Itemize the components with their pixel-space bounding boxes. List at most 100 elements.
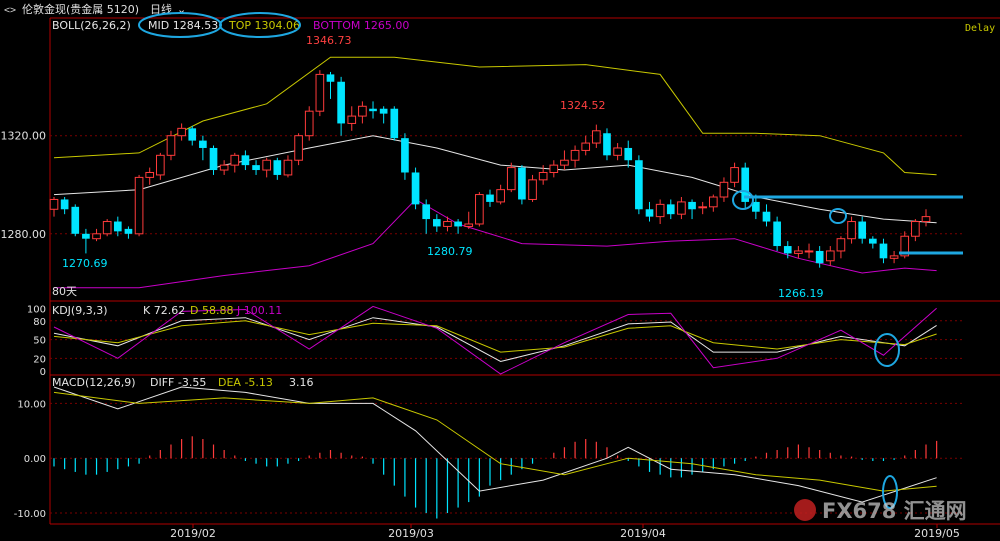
candle-body-down bbox=[645, 209, 654, 217]
candle-body-up bbox=[347, 115, 357, 124]
candle-body-down bbox=[241, 155, 250, 166]
candle-body-down bbox=[603, 133, 611, 156]
period-selector[interactable]: 日线 bbox=[150, 2, 172, 16]
chart-layer: 1280.00 1320.00 0 20 50 80 100 -10.00 0.00 10.00 2… bbox=[1, 17, 1000, 540]
candle-body-up bbox=[698, 206, 708, 209]
boll-bottom-line bbox=[54, 198, 937, 289]
kdj-d-line bbox=[53, 320, 937, 353]
boll-top-line bbox=[53, 56, 937, 176]
candle-body-up bbox=[708, 196, 718, 208]
x-tick-label: 2019/02 bbox=[170, 527, 216, 540]
candle-body-up bbox=[719, 181, 729, 198]
candle-body-up bbox=[315, 73, 325, 112]
boll-label: BOLL(26,26,2) bbox=[52, 19, 131, 32]
macd-tick-label: 10.00 bbox=[17, 399, 46, 410]
candle-body-down bbox=[783, 246, 792, 254]
candle-body-down bbox=[518, 167, 526, 200]
candle-body-down bbox=[635, 160, 643, 210]
price-tick-label: 1320.00 bbox=[1, 130, 47, 143]
x-tick-label: 2019/03 bbox=[388, 527, 434, 540]
candle-body-up bbox=[177, 127, 186, 137]
candle-body-up bbox=[804, 250, 814, 253]
candle-body-up bbox=[102, 221, 112, 235]
candle-body-down bbox=[60, 199, 69, 210]
low-label-1: 1270.69 bbox=[62, 257, 108, 270]
candle-body-down bbox=[252, 165, 260, 171]
watermark-text: FX678 汇通网 bbox=[822, 499, 967, 523]
candle-body-down bbox=[762, 211, 771, 222]
candle-body-up bbox=[219, 164, 229, 171]
candle-body-down bbox=[433, 219, 441, 227]
candle-body-down bbox=[113, 221, 122, 232]
candle-body-down bbox=[688, 201, 696, 210]
macd-dea-value: DEA -5.13 bbox=[218, 376, 273, 389]
x-tick-label: 2019/04 bbox=[620, 527, 666, 540]
candle-body-up bbox=[825, 250, 835, 262]
candle-body-down bbox=[773, 221, 781, 247]
candle-body-down bbox=[869, 238, 877, 244]
macd-dea-line bbox=[53, 391, 937, 492]
boll-top-value: TOP 1304.06 bbox=[228, 19, 300, 32]
candle-body-up bbox=[847, 221, 856, 240]
watermark: FX678 汇通网 bbox=[794, 499, 967, 523]
candle-body-up bbox=[592, 130, 601, 144]
candle-body-up bbox=[475, 194, 484, 225]
candle-body-down bbox=[273, 160, 282, 175]
low-label-2: 1280.79 bbox=[427, 245, 473, 258]
kdj-d-value: D 58.88 bbox=[190, 304, 233, 317]
annotation-circle-candle-2 bbox=[829, 208, 847, 224]
candle-body-up bbox=[581, 142, 591, 151]
kdj-tick-label: 20 bbox=[33, 354, 46, 365]
candle-body-up bbox=[464, 223, 474, 227]
high-label-1: 1346.73 bbox=[306, 34, 352, 47]
candle-body-down bbox=[326, 74, 335, 82]
candle-body-up bbox=[230, 154, 240, 166]
candle-body-up bbox=[294, 135, 303, 161]
candle-body-up bbox=[560, 159, 569, 166]
candle-body-up bbox=[304, 110, 314, 137]
watermark-logo-icon bbox=[794, 499, 816, 521]
candle-body-down bbox=[486, 194, 494, 202]
macd-tick-label: 0.00 bbox=[24, 454, 46, 465]
boll-mid-value: MID 1284.53 bbox=[148, 19, 218, 32]
macd-tick-label: -10.00 bbox=[14, 509, 46, 520]
price-tick-label: 1280.00 bbox=[1, 228, 47, 241]
candle-body-up bbox=[134, 176, 144, 235]
chevron-down-icon[interactable]: ⌄ bbox=[177, 3, 186, 16]
back-icon[interactable]: <> bbox=[4, 5, 16, 16]
candle-body-down bbox=[454, 221, 462, 227]
candle-body-down bbox=[82, 233, 90, 239]
candle-body-down bbox=[741, 167, 750, 202]
annotation-circle-kdj bbox=[874, 333, 900, 367]
candle-body-down bbox=[411, 172, 420, 205]
candle-body-down bbox=[209, 147, 218, 171]
macd-diff-line bbox=[53, 386, 937, 503]
kdj-j-line bbox=[53, 305, 937, 375]
candle-body-up bbox=[496, 189, 505, 203]
low-label-3: 1266.19 bbox=[778, 287, 824, 300]
kdj-tick-label: 50 bbox=[33, 336, 46, 347]
candle-body-up bbox=[889, 255, 899, 259]
candle-body-up bbox=[262, 159, 272, 171]
high-label-2: 1324.52 bbox=[560, 99, 606, 112]
candle-body-up bbox=[166, 135, 176, 156]
days-label: 80天 bbox=[52, 285, 77, 298]
candle-body-down bbox=[422, 204, 431, 220]
macd-diff-value: DIFF -3.55 bbox=[150, 376, 206, 389]
kdj-tick-label: 0 bbox=[40, 367, 46, 378]
candle-body-up bbox=[92, 233, 101, 240]
candle-body-down bbox=[390, 108, 399, 139]
candle-body-down bbox=[124, 228, 133, 234]
candle-body-up bbox=[655, 203, 665, 218]
candle-body-down bbox=[379, 108, 388, 114]
candle-body-up bbox=[506, 167, 516, 191]
candle-body-up bbox=[156, 154, 165, 176]
candle-body-down bbox=[337, 81, 345, 124]
candle-body-up bbox=[145, 171, 155, 178]
candle-body-down bbox=[815, 250, 824, 264]
candle-body-up bbox=[613, 147, 622, 156]
candle-body-up bbox=[730, 167, 739, 183]
candle-body-up bbox=[283, 159, 293, 176]
candle-body-up bbox=[443, 221, 452, 227]
